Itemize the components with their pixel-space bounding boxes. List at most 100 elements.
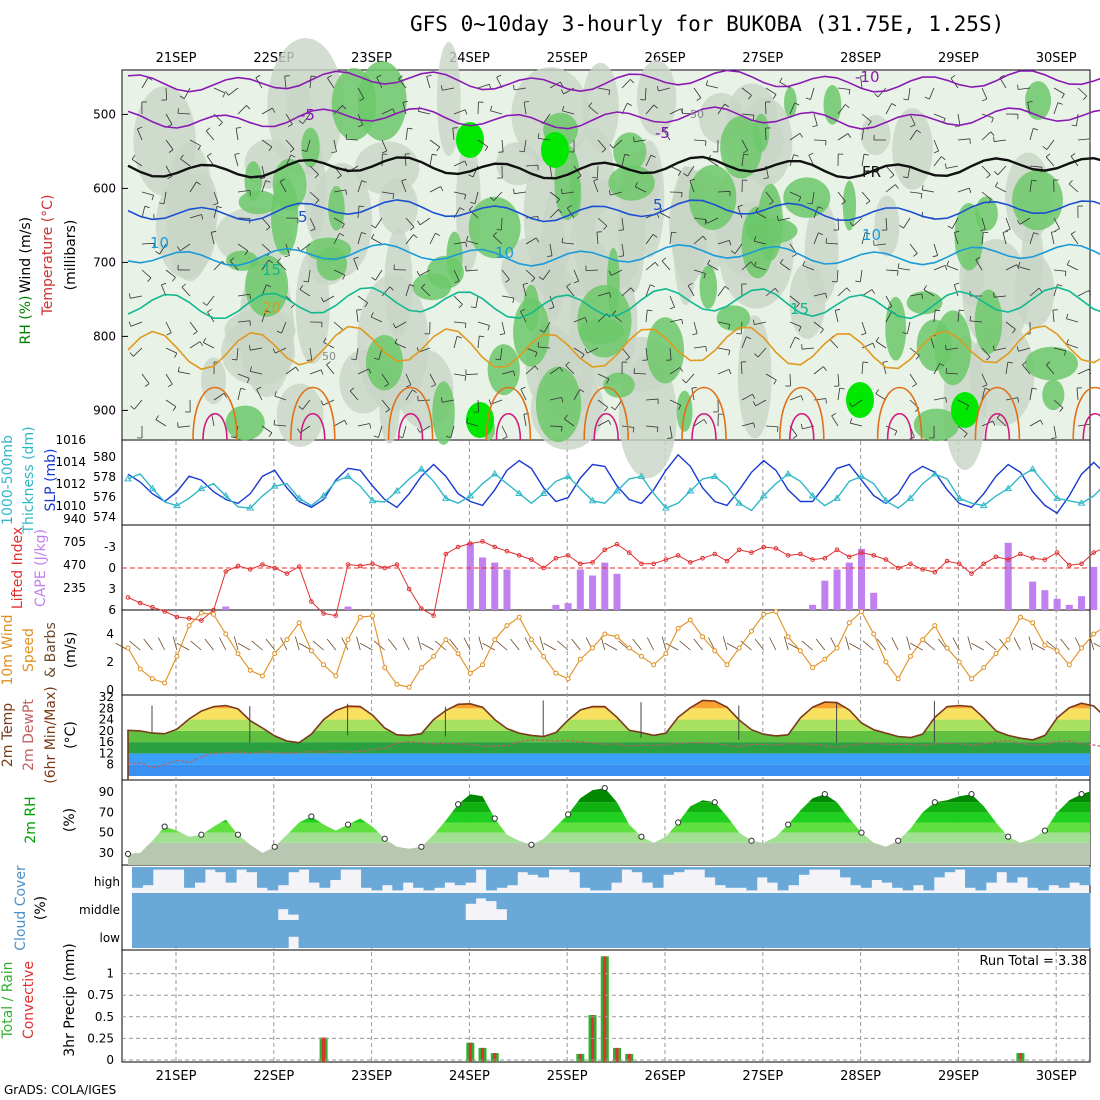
wind-barb	[754, 353, 759, 358]
lifted-index-point	[296, 564, 302, 569]
wind-barb	[874, 93, 879, 98]
rh-shading-blob	[636, 60, 677, 136]
wind-barb	[229, 257, 235, 262]
wind-barb	[189, 321, 198, 332]
wind-barb	[249, 294, 251, 300]
wind-barb	[235, 128, 239, 141]
cloud-cell	[267, 867, 279, 891]
thickness-point	[221, 491, 230, 499]
cloud-cell	[350, 920, 362, 948]
lifted-index-point	[370, 561, 375, 567]
wind-barb	[957, 310, 960, 323]
wind-barb	[898, 267, 911, 271]
wind-barb	[750, 261, 755, 266]
wind-barb-10m	[143, 638, 153, 651]
lifted-index-point	[639, 561, 644, 567]
wind-barb	[432, 153, 438, 156]
isotherm-loop	[1072, 386, 1100, 441]
wind-barb	[871, 289, 875, 294]
cloud-cell	[1027, 893, 1039, 920]
wind-barb	[981, 217, 986, 230]
cloud-cell	[194, 867, 206, 883]
wind-barb	[810, 87, 815, 100]
wind-barb	[789, 321, 802, 328]
wind-barb	[765, 101, 767, 115]
wind-barb	[945, 344, 947, 350]
wind-barb	[773, 379, 777, 385]
wind-barb	[492, 231, 498, 237]
rh-shading-blob	[305, 237, 352, 262]
wind-barb	[371, 237, 383, 245]
wind-barb	[1070, 233, 1079, 245]
cloud-cell	[892, 920, 904, 948]
wind-barb	[608, 190, 611, 196]
wind-barb	[369, 423, 372, 429]
wind-barb	[1005, 228, 1011, 232]
wind-barb	[513, 84, 515, 90]
isotherm-loop	[387, 386, 434, 441]
wind-barb	[284, 76, 287, 89]
cloud-cell	[1006, 867, 1018, 883]
wind-barb	[612, 310, 617, 315]
cloud-cell	[746, 920, 758, 948]
wind-barb	[596, 165, 599, 179]
wind-barb	[950, 75, 956, 79]
wind-barb	[261, 310, 267, 323]
wind-barb	[357, 423, 370, 427]
wind-barb	[741, 139, 749, 151]
rh-shading-blob	[1042, 379, 1065, 411]
wind-barb	[928, 87, 935, 100]
wind-barb	[429, 373, 436, 385]
lifted-index-point	[614, 541, 620, 547]
wind-barb	[817, 206, 823, 209]
wind-barb	[547, 255, 553, 257]
cloud-cell	[173, 867, 185, 870]
wind-barb	[468, 205, 473, 211]
wind-barb	[573, 280, 579, 284]
wind-barb	[392, 323, 396, 329]
wind-barb	[885, 269, 899, 272]
wind-barb	[450, 425, 455, 438]
wind-speed-point	[810, 665, 816, 671]
cloud-cell	[840, 920, 851, 948]
wind-barb	[1061, 93, 1065, 99]
wind-barb	[865, 200, 871, 205]
wind-barb	[489, 196, 494, 201]
cape-bar	[870, 592, 878, 610]
date-label-bottom: 23SEP	[351, 1069, 392, 1084]
wind-barb	[151, 195, 154, 201]
wind-barb	[453, 373, 466, 377]
cloud-cell	[725, 867, 737, 888]
cloud-cell	[850, 893, 862, 920]
wind-barb	[464, 194, 467, 200]
cloud-cell	[569, 867, 581, 873]
wind-barb	[416, 427, 421, 433]
wind-barb	[681, 319, 684, 325]
cloud-cell	[715, 893, 727, 920]
isotherm-loop	[583, 386, 629, 441]
wind-barb	[301, 149, 307, 152]
wind-barb	[933, 363, 941, 375]
wind-barb	[802, 265, 815, 271]
wind-barb	[128, 321, 132, 327]
wind-barb	[909, 373, 917, 385]
wind-barb	[165, 139, 174, 150]
wind-barb	[358, 205, 364, 207]
wind-speed-point	[687, 617, 693, 623]
cloud-cell	[246, 893, 258, 920]
wind-barb	[705, 80, 708, 86]
wind-barb	[453, 295, 463, 305]
cloud-cell	[756, 893, 768, 920]
cloud-cell	[173, 893, 185, 920]
wind-barb	[596, 232, 599, 245]
wind-barb	[522, 282, 528, 285]
cloud-cell	[933, 893, 945, 920]
rh-point	[161, 823, 168, 830]
wind-barb	[272, 348, 276, 354]
wind-speed-point	[223, 631, 229, 637]
wind-barb	[586, 347, 599, 354]
lifted-index-point	[541, 565, 546, 571]
wind-barb	[236, 347, 239, 360]
lifted-index-point	[675, 553, 681, 558]
rh-shading-blob	[608, 165, 655, 201]
